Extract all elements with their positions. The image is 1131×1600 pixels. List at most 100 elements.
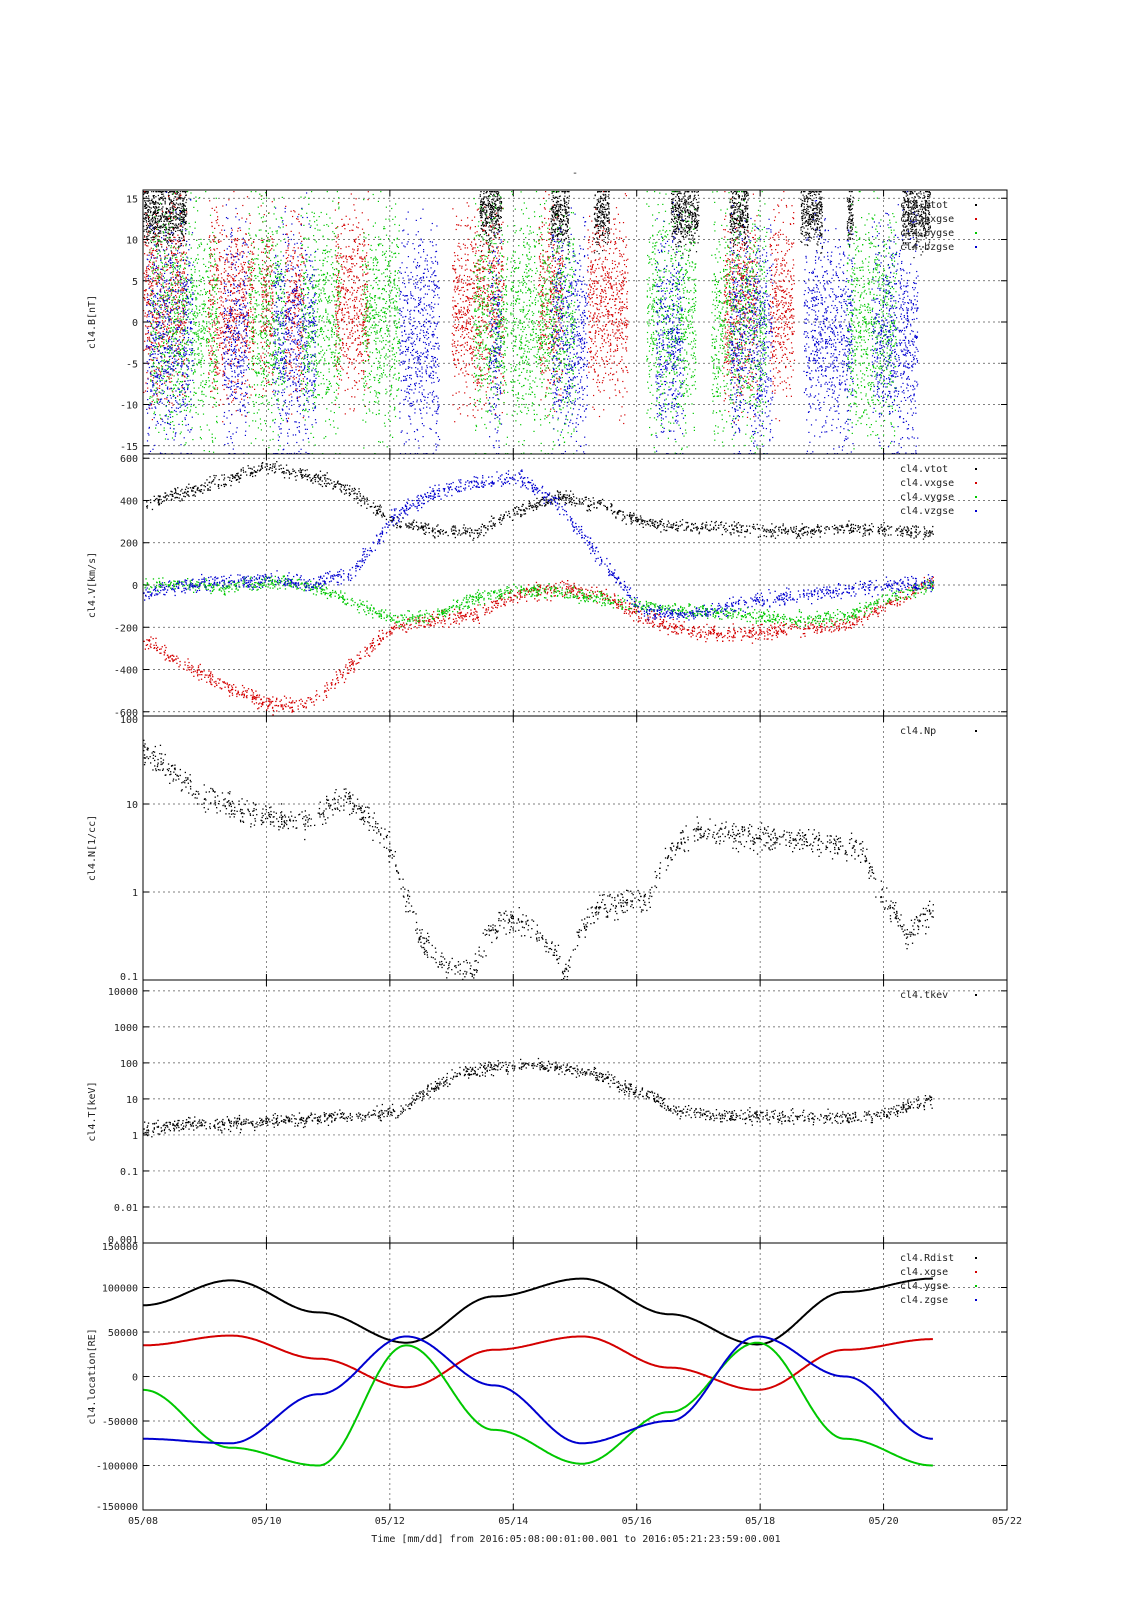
data-point	[352, 319, 353, 320]
data-point	[216, 270, 217, 271]
data-point	[181, 238, 182, 239]
data-point	[161, 194, 162, 195]
data-point	[146, 316, 147, 317]
data-point	[366, 383, 367, 384]
data-point	[605, 225, 606, 226]
data-point	[680, 241, 681, 242]
data-point	[181, 283, 182, 284]
data-point	[488, 226, 489, 227]
data-point	[145, 270, 146, 271]
data-point	[810, 223, 811, 224]
data-point	[238, 335, 239, 336]
data-point	[362, 336, 363, 337]
data-point	[804, 214, 805, 215]
data-point	[217, 368, 218, 369]
data-point	[144, 208, 145, 209]
data-point	[263, 277, 264, 278]
data-point	[285, 281, 286, 282]
data-point	[298, 247, 299, 248]
data-point	[242, 269, 243, 270]
data-point	[801, 216, 802, 217]
data-point	[367, 284, 368, 285]
data-point	[813, 216, 814, 217]
data-point	[809, 191, 810, 192]
data-point	[347, 348, 348, 349]
data-point	[299, 232, 300, 233]
data-point	[903, 197, 904, 198]
data-point	[265, 262, 266, 263]
data-point	[212, 350, 213, 351]
data-point	[676, 231, 677, 232]
data-point	[220, 232, 221, 233]
data-point	[356, 198, 357, 199]
data-point	[145, 281, 146, 282]
data-point	[151, 253, 152, 254]
data-point	[747, 227, 748, 228]
data-point	[608, 214, 609, 215]
data-point	[348, 299, 349, 300]
data-point	[488, 207, 489, 208]
data-point	[147, 205, 148, 206]
data-point	[172, 405, 173, 406]
data-point	[810, 224, 811, 225]
data-point	[353, 410, 354, 411]
data-point	[804, 244, 805, 245]
data-point	[740, 214, 741, 215]
data-point	[564, 203, 565, 204]
data-point	[272, 369, 273, 370]
data-point	[676, 220, 677, 221]
data-point	[235, 323, 236, 324]
data-point	[166, 343, 167, 344]
data-point	[212, 226, 213, 227]
data-point	[222, 375, 223, 376]
data-point	[150, 359, 151, 360]
data-point	[337, 255, 338, 256]
data-point	[681, 233, 682, 234]
data-point	[145, 206, 146, 207]
data-point	[295, 304, 296, 305]
data-point	[212, 353, 213, 354]
data-point	[265, 330, 266, 331]
data-point	[159, 191, 160, 192]
data-point	[568, 249, 569, 250]
data-point	[298, 350, 299, 351]
data-point	[493, 216, 494, 217]
data-point	[814, 212, 815, 213]
data-point	[737, 218, 738, 219]
data-point	[500, 227, 501, 228]
data-point	[183, 198, 184, 199]
data-point	[675, 244, 676, 245]
data-point	[848, 222, 849, 223]
data-point	[605, 191, 606, 192]
data-point	[338, 283, 339, 284]
data-point	[351, 294, 352, 295]
data-point	[175, 259, 176, 260]
data-point	[254, 308, 255, 309]
data-point	[178, 246, 179, 247]
data-point	[145, 313, 146, 314]
data-point	[566, 204, 567, 205]
data-point	[165, 262, 166, 263]
data-point	[270, 236, 271, 237]
data-point	[598, 217, 599, 218]
data-point	[806, 212, 807, 213]
data-point	[159, 199, 160, 200]
data-point	[253, 270, 254, 271]
data-point	[489, 238, 490, 239]
data-point	[236, 305, 237, 306]
data-point	[232, 254, 233, 255]
data-point	[271, 335, 272, 336]
data-point	[224, 346, 225, 347]
data-point	[566, 212, 567, 213]
data-point	[595, 219, 596, 220]
data-point	[551, 199, 552, 200]
data-point	[148, 339, 149, 340]
data-point	[272, 391, 273, 392]
data-point	[147, 297, 148, 298]
data-point	[594, 252, 595, 253]
data-point	[153, 377, 154, 378]
data-point	[486, 191, 487, 192]
data-point	[298, 214, 299, 215]
data-point	[288, 255, 289, 256]
data-point	[811, 217, 812, 218]
